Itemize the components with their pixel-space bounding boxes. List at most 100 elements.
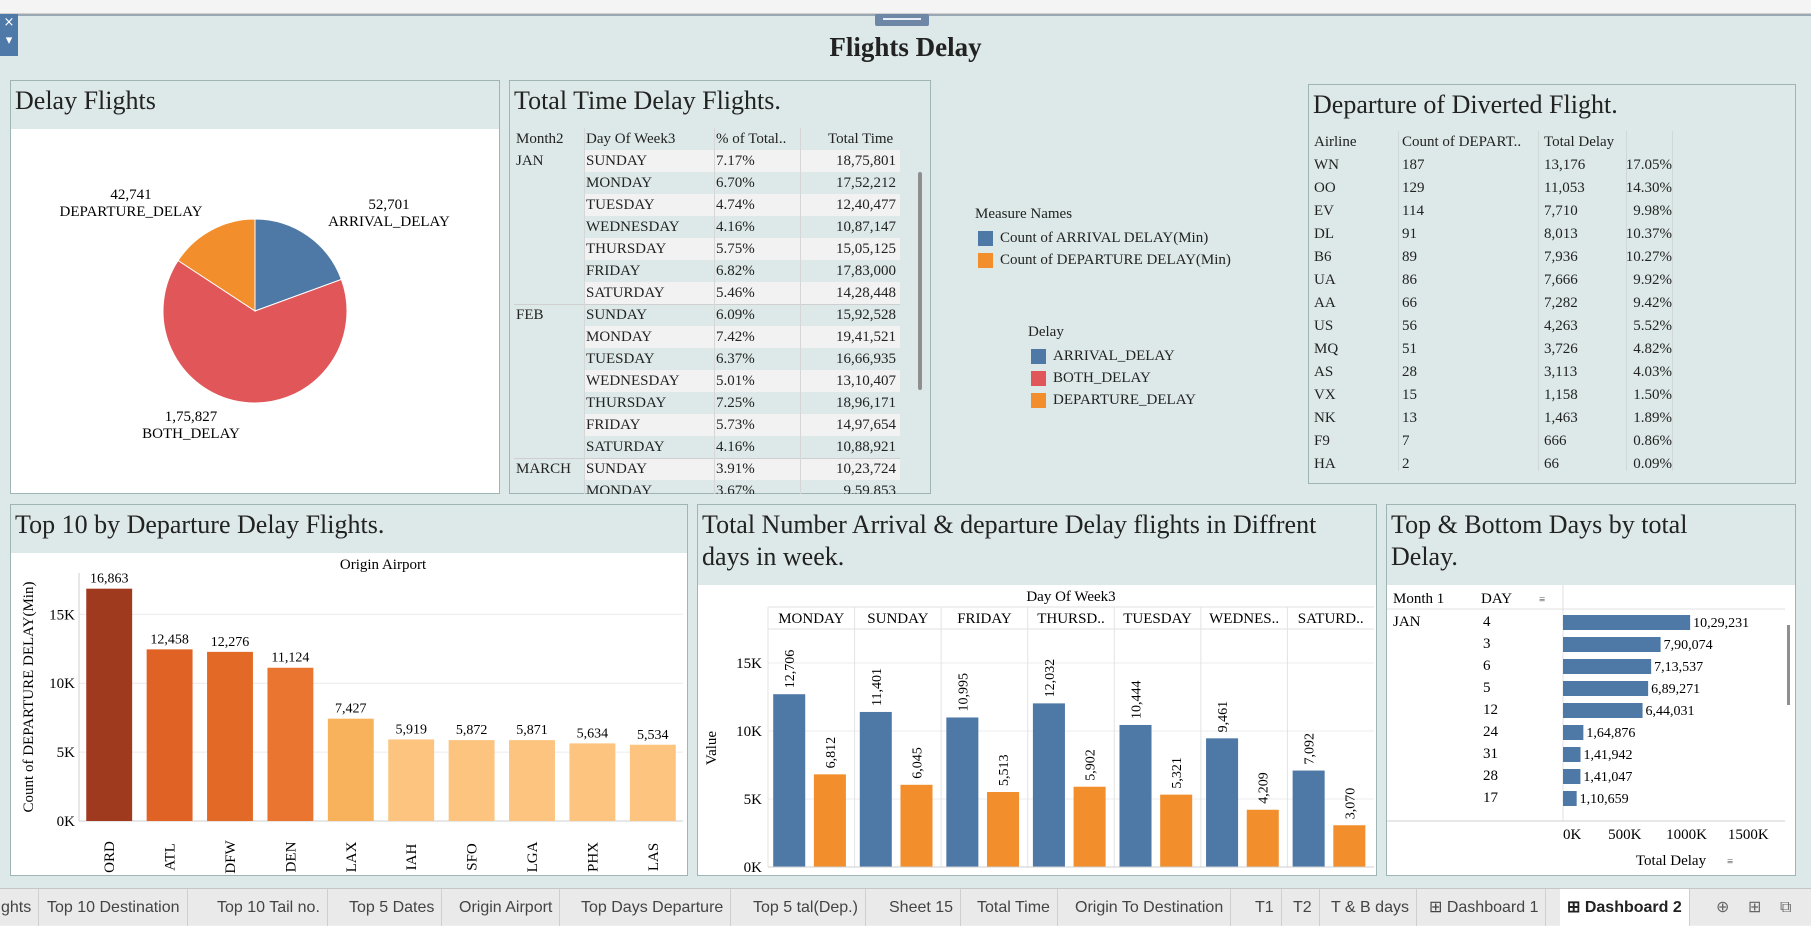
- x-tick-label: SFO: [465, 843, 481, 871]
- sheet-tab[interactable]: Top 10 Tail no.: [210, 889, 328, 926]
- sheet-tab[interactable]: Top 5 tal(Dep.): [746, 889, 866, 926]
- table-row[interactable]: FRIDAY 5.73% 14,97,654: [584, 414, 900, 436]
- table-row[interactable]: WEDNESDAY 4.16% 10,87,147: [584, 216, 900, 238]
- sheet-tab[interactable]: Top 10 Destination: [40, 889, 188, 926]
- new-story-icon[interactable]: ⧉: [1780, 899, 1792, 916]
- bar-departure: [1333, 825, 1366, 867]
- dropdown-icon[interactable]: ▾: [5, 33, 13, 48]
- pie-name-label: DEPARTURE_DELAY: [59, 204, 202, 220]
- day-header: SUNDAY: [867, 611, 928, 627]
- sheet-tab[interactable]: ⊞ Dashboard 1: [1422, 889, 1547, 926]
- day-cell: MONDAY: [586, 483, 653, 494]
- sheet-tab[interactable]: Origin To Destination: [1068, 889, 1232, 926]
- bar-value-label: 7,90,074: [1664, 638, 1713, 653]
- percent-cell: 4.16%: [716, 219, 755, 235]
- table-row[interactable]: TUESDAY 4.74% 12,40,477: [584, 194, 900, 216]
- sheet-tab[interactable]: T1: [1248, 889, 1282, 926]
- count-cell: 56: [1402, 318, 1417, 334]
- sheet-tab[interactable]: Top 5 Dates: [342, 889, 443, 926]
- panel-title: Delay Flights: [15, 86, 156, 115]
- bar-arrival: [1119, 724, 1152, 867]
- table-row[interactable]: WEDNESDAY 5.01% 13,10,407: [584, 370, 900, 392]
- count-cell: 51: [1402, 341, 1417, 357]
- bar-atl: [146, 649, 193, 821]
- table-row[interactable]: VX 15 1,158 1.50%: [1310, 384, 1730, 407]
- table-row[interactable]: B6 89 7,936 10.27%: [1310, 246, 1730, 269]
- day-cell: 17: [1483, 790, 1499, 806]
- sheet-tab[interactable]: Sheet 15: [882, 889, 962, 926]
- legend-item-both-delay[interactable]: BOTH_DELAY: [1031, 368, 1151, 388]
- bar-phx: [569, 743, 616, 821]
- resize-grip[interactable]: [875, 14, 929, 26]
- day-cell: MONDAY: [586, 175, 653, 191]
- table-scrollbar[interactable]: [918, 172, 922, 390]
- table-row[interactable]: SATURDAY 4.16% 10,88,921: [584, 436, 900, 458]
- table-row[interactable]: US 56 4,263 5.52%: [1310, 315, 1730, 338]
- table-row[interactable]: NK 13 1,463 1.89%: [1310, 407, 1730, 430]
- close-icon[interactable]: ×: [3, 15, 15, 30]
- table-row[interactable]: MQ 51 3,726 4.82%: [1310, 338, 1730, 361]
- sheet-tab[interactable]: Top Days Departure: [574, 889, 732, 926]
- new-dashboard-icon[interactable]: ⊞: [1748, 899, 1762, 916]
- legend-item-arrival[interactable]: Count of ARRIVAL DELAY(Min): [978, 228, 1208, 248]
- table-row[interactable]: EV 114 7,710 9.98%: [1310, 200, 1730, 223]
- table-row[interactable]: SUNDAY 6.09% 15,92,528: [584, 304, 900, 326]
- chart-header: Origin Airport: [340, 557, 427, 573]
- table-row[interactable]: SUNDAY 7.17% 18,75,801: [584, 150, 900, 172]
- table-row[interactable]: OO 129 11,053 14.30%: [1310, 177, 1730, 200]
- bar-day-4: [1563, 615, 1691, 630]
- y-tick-label: 5K: [57, 745, 76, 761]
- table-row[interactable]: THURSDAY 5.75% 15,05,125: [584, 238, 900, 260]
- total-time-cell: 9,59,853: [843, 483, 897, 494]
- legend-item-departure-delay[interactable]: DEPARTURE_DELAY: [1031, 390, 1196, 410]
- table-row[interactable]: MONDAY 3.67% 9,59,853: [584, 480, 900, 494]
- percent-cell: 6.09%: [716, 307, 755, 323]
- table-row[interactable]: HA 2 66 0.09%: [1310, 453, 1730, 476]
- bar-value-label: 12,276: [211, 635, 250, 650]
- table-row[interactable]: SUNDAY 3.91% 10,23,724: [584, 458, 900, 480]
- dashboard-controls[interactable]: × ▾: [0, 14, 18, 56]
- total-time-cell: 15,05,125: [836, 241, 896, 257]
- table-row[interactable]: TUESDAY 6.37% 16,66,935: [584, 348, 900, 370]
- column-header: Total Delay: [1544, 134, 1615, 150]
- percent-cell: 10.27%: [1625, 249, 1672, 265]
- table-row[interactable]: THURSDAY 7.25% 18,96,171: [584, 392, 900, 414]
- table-row[interactable]: WN 187 13,176 17.05%: [1310, 154, 1730, 177]
- day-header: SATURD..: [1298, 611, 1364, 627]
- bar-value-label: 5,634: [577, 726, 609, 741]
- day-cell: SATURDAY: [586, 439, 665, 455]
- table-row[interactable]: AA 66 7,282 9.42%: [1310, 292, 1730, 315]
- bar-value-label: 12,706: [783, 650, 798, 689]
- table-row[interactable]: MONDAY 6.70% 17,52,212: [584, 172, 900, 194]
- sheet-tab-bar: ghts Top 10 Destination Top 10 Tail no. Top…: [0, 888, 1811, 926]
- sheet-tab[interactable]: ⊞ Dashboard 2: [1560, 889, 1690, 926]
- weekday-bar-chart: Day Of Week3 Value 0K 5K 10K 15K MONDAY 12,706 6…: [704, 589, 1374, 876]
- sheet-tab[interactable]: T & B days: [1324, 889, 1417, 926]
- total-time-cell: 14,28,448: [836, 285, 896, 301]
- legend-item-departure[interactable]: Count of DEPARTURE DELAY(Min): [978, 250, 1231, 270]
- sheet-tab[interactable]: Origin Airport: [452, 889, 561, 926]
- table-row[interactable]: DL 91 8,013 10.37%: [1310, 223, 1730, 246]
- sheet-tab[interactable]: Total Time: [970, 889, 1058, 926]
- bar-departure: [987, 792, 1020, 867]
- total-time-cell: 10,88,921: [836, 439, 896, 455]
- table-row[interactable]: AS 28 3,113 4.03%: [1310, 361, 1730, 384]
- percent-cell: 9.92%: [1633, 272, 1672, 288]
- table-row[interactable]: SATURDAY 5.46% 14,28,448: [584, 282, 900, 304]
- table-row[interactable]: UA 86 7,666 9.92%: [1310, 269, 1730, 292]
- column-header: Day Of Week3: [586, 131, 676, 147]
- bar-lax: [327, 718, 374, 821]
- sheet-tab[interactable]: T2: [1286, 889, 1320, 926]
- x-tick-label: 1500K: [1728, 827, 1769, 843]
- day-cell: FRIDAY: [586, 263, 641, 279]
- y-axis-label: Count of DEPARTURE DELAY(Min): [21, 582, 37, 813]
- table-row[interactable]: FRIDAY 6.82% 17,83,000: [584, 260, 900, 282]
- table-row[interactable]: F9 7 666 0.86%: [1310, 430, 1730, 453]
- table-row[interactable]: MONDAY 7.42% 19,41,521: [584, 326, 900, 348]
- legend-item-arrival-delay[interactable]: ARRIVAL_DELAY: [1031, 346, 1175, 366]
- bar-value-label: 11,401: [870, 668, 885, 706]
- sheet-tab[interactable]: ghts: [0, 889, 40, 926]
- day-cell: THURSDAY: [586, 241, 667, 257]
- bar-value-label: 5,871: [516, 723, 548, 738]
- new-worksheet-icon[interactable]: ⊕: [1716, 899, 1730, 916]
